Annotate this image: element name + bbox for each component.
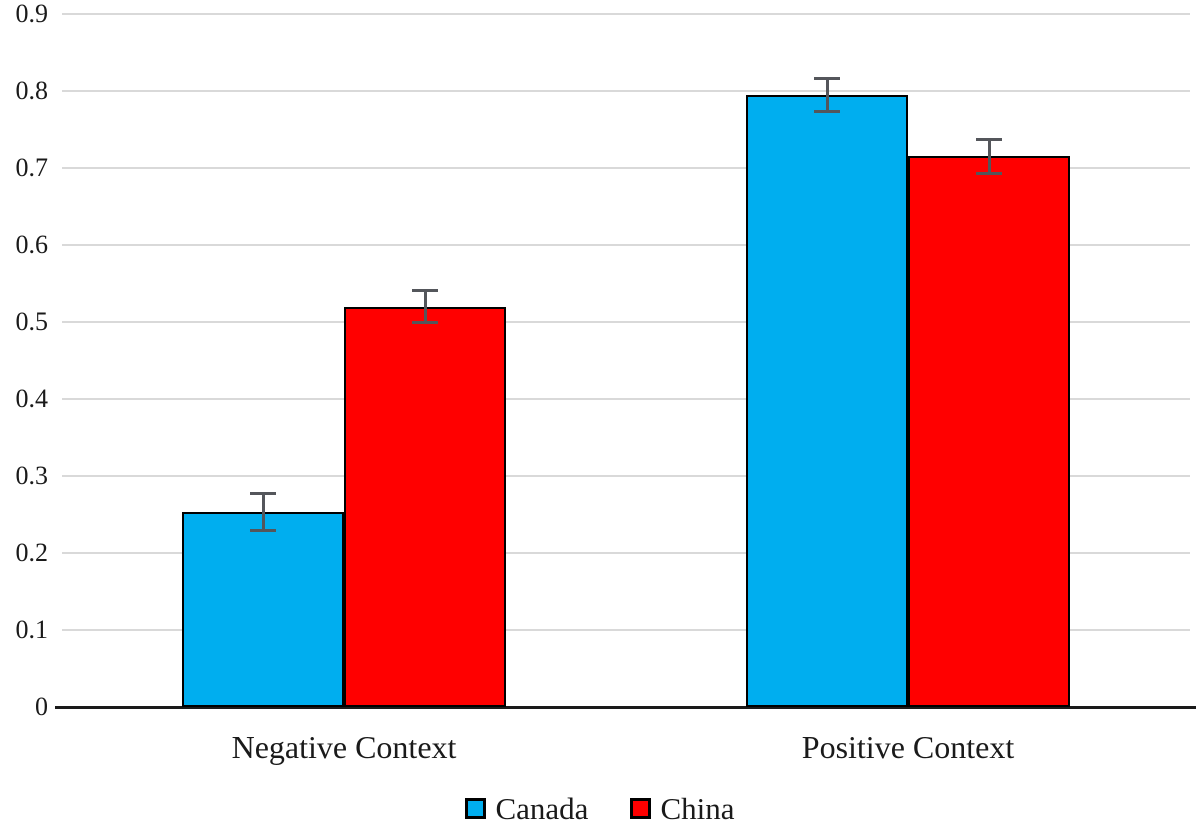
y-axis-tick-label: 0.3 xyxy=(15,461,49,490)
y-axis-tick-label: 0.8 xyxy=(15,76,49,105)
y-gridline xyxy=(62,398,1190,400)
y-gridline xyxy=(62,475,1190,477)
error-bar-cap xyxy=(976,138,1002,141)
x-axis-label: Positive Context xyxy=(801,729,1015,765)
bar-china-positive xyxy=(908,156,1070,707)
legend-item-canada: Canada xyxy=(465,793,588,824)
y-gridline xyxy=(62,552,1190,554)
y-axis-tick-label: 0.7 xyxy=(15,153,49,182)
y-gridline xyxy=(62,629,1190,631)
y-gridline xyxy=(62,90,1190,92)
y-axis-tick-label: 0.5 xyxy=(15,307,49,336)
error-bar-line xyxy=(261,493,265,531)
bar-canada-positive xyxy=(746,94,908,707)
y-axis-tick-label: 0.6 xyxy=(15,230,49,259)
y-gridline xyxy=(62,13,1190,15)
error-bar-cap xyxy=(250,529,276,533)
y-gridline xyxy=(62,321,1190,323)
legend-item-china: China xyxy=(630,791,735,826)
error-bar-cap xyxy=(412,321,438,325)
legend-label: China xyxy=(660,791,735,826)
y-axis-tick-label: 0.4 xyxy=(15,384,49,413)
y-axis-tick-label: 0.2 xyxy=(15,538,49,567)
error-bar-cap xyxy=(814,77,840,81)
legend-swatch-china xyxy=(630,798,652,819)
y-gridline xyxy=(62,167,1190,169)
error-bar-line xyxy=(987,139,991,174)
y-axis-tick-label: 0.9 xyxy=(15,0,49,28)
y-axis-tick-label: 0.1 xyxy=(15,615,49,644)
error-bar-cap xyxy=(976,171,1002,175)
error-bar-cap xyxy=(412,288,438,292)
y-gridline xyxy=(62,244,1190,246)
legend-label: Canada xyxy=(495,791,589,826)
y-axis-tick-label: 0 xyxy=(35,692,48,721)
error-bar-line xyxy=(825,78,829,111)
error-bar-line xyxy=(423,290,427,323)
legend-swatch-canada xyxy=(465,798,487,819)
chart-legend: Canada China xyxy=(0,793,1200,824)
x-axis-line xyxy=(55,706,1196,709)
x-axis-label: Negative Context xyxy=(231,729,457,765)
bar-china-negative xyxy=(344,306,506,707)
error-bar-cap xyxy=(814,109,840,113)
error-bar-cap xyxy=(250,492,276,496)
bar-canada-negative xyxy=(182,512,344,707)
